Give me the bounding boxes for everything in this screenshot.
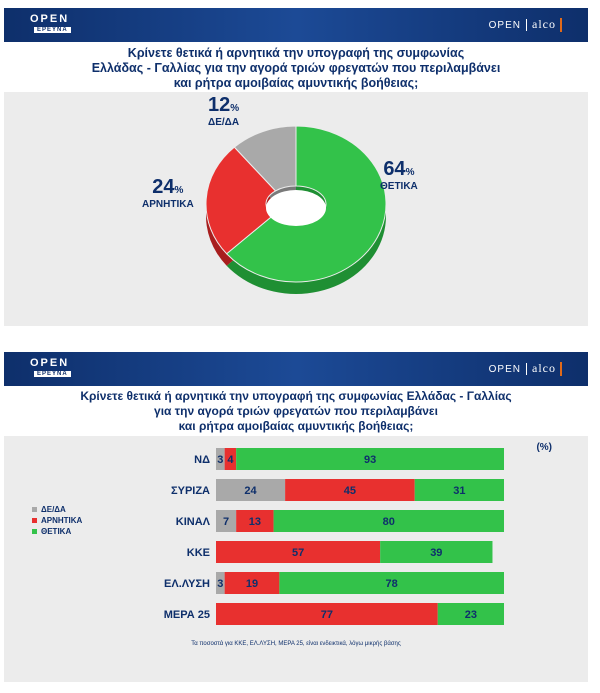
open-logo-sub: ΕΡΕΥΝΑ (34, 371, 71, 377)
pie-category: ΑΡΝΗΤΙΚΑ (142, 199, 194, 210)
legend-label: ΔΕ/ΔΑ (41, 505, 66, 514)
open-logo: OPEN (30, 357, 70, 369)
partner-logos: OPEN alco (488, 361, 562, 377)
bar-value-label: 19 (246, 578, 258, 590)
donut-slice (233, 125, 297, 192)
bar-segment (224, 572, 280, 594)
bar-segment (285, 479, 415, 501)
bar-segment (216, 510, 237, 532)
bar-value-label: 31 (453, 485, 465, 497)
bar-value-label: 3 (217, 578, 223, 590)
question-line: και ρήτρα αμοιβαίας αμυντικής βοήθειας; (178, 419, 414, 433)
question-line: Ελλάδας - Γαλλίας για την αγορά τριών φρ… (91, 61, 501, 75)
bar-value-label: 7 (223, 516, 229, 528)
bar-segment (216, 572, 225, 594)
open-logo: OPEN (30, 13, 70, 25)
open-logo-sub: ΕΡΕΥΝΑ (34, 27, 71, 33)
pie-label-dede: 12% ΔΕ/ΔΑ (208, 94, 239, 128)
donut-chart (205, 125, 387, 294)
percent-sign: % (230, 103, 240, 114)
legend-swatch (32, 518, 37, 524)
legend-item: ΑΡΝΗΤΙΚΑ (32, 515, 82, 526)
bar-segment (216, 479, 286, 501)
category-label: ΕΛ.ΛΥΣΗ (164, 578, 210, 590)
bar-value-label: 93 (364, 454, 376, 466)
bar-chart-panel: OPEN ΕΡΕΥΝΑ OPEN alco Κρίνετε θετικά ή αρ… (4, 352, 588, 682)
bar-segment (224, 448, 237, 470)
legend-label: ΘΕΤΙΚΑ (41, 527, 72, 536)
bar-value-label: 13 (249, 516, 261, 528)
category-label: ΜΕΡΑ 25 (164, 609, 210, 621)
bar-value-label: 23 (465, 609, 477, 621)
question-text: Κρίνετε θετικά ή αρνητικά την υπογραφή τ… (4, 42, 588, 92)
bar-value-label: 78 (386, 578, 398, 590)
bar-value-label: 39 (430, 547, 442, 559)
category-label: ΚΚΕ (187, 547, 210, 559)
bar-segment (216, 603, 438, 625)
legend-swatch (32, 529, 37, 535)
category-label: ΚΙΝΑΛ (176, 516, 211, 528)
pie-category: ΘΕΤΙΚΑ (380, 181, 418, 192)
bar-value-label: 57 (292, 547, 304, 559)
pie-value: 12 (208, 94, 231, 116)
bar-value-label: 80 (383, 516, 395, 528)
bar-segment (437, 603, 504, 625)
bar-segment (216, 448, 225, 470)
question-line: Κρίνετε θετικά ή αρνητικά την υπογραφή τ… (80, 389, 512, 403)
bar-value-label: 24 (244, 485, 257, 497)
legend-label: ΑΡΝΗΤΙΚΑ (41, 516, 83, 525)
pie-chart-panel: OPEN ΕΡΕΥΝΑ OPEN alco Κρίνετε θετικά ή αρ… (4, 8, 588, 326)
alco-logo: alco (532, 17, 556, 31)
legend-item: ΔΕ/ΔΑ (32, 504, 82, 515)
alco-logo: alco (532, 361, 556, 375)
bar-segment (236, 448, 504, 470)
question-line: Κρίνετε θετικά ή αρνητικά την υπογραφή τ… (127, 46, 465, 60)
category-label: ΣΥΡΙΖΑ (171, 485, 210, 497)
bar-segment (273, 510, 504, 532)
percent-sign: % (405, 167, 415, 178)
bar-value-label: 4 (227, 454, 234, 466)
donut-hole (266, 190, 326, 226)
partner-logos: OPEN alco (488, 17, 562, 33)
footnote: Τα ποσοστά για ΚΚΕ, ΕΛ.ΛΥΣΗ, ΜΕΡΑ 25, εί… (191, 641, 401, 647)
open-logo-right: OPEN (488, 20, 521, 31)
percent-sign: % (174, 185, 184, 196)
legend-swatch (32, 507, 37, 513)
open-logo-right: OPEN (488, 364, 521, 375)
question-line: για την αγορά τριών φρεγατών που περιλαμ… (154, 404, 438, 418)
bar-value-label: 3 (217, 454, 223, 466)
bar-segment (279, 572, 504, 594)
unit-label: (%) (536, 442, 552, 453)
bar-value-label: 45 (344, 485, 356, 497)
pie-value: 24 (152, 176, 175, 198)
bar-segment (236, 510, 274, 532)
bar-segment (414, 479, 504, 501)
question-line: και ρήτρα αμοιβαίας αμυντικής βοήθειας; (173, 76, 419, 90)
bar-segment (380, 541, 493, 563)
pie-label-positive: 64% ΘΕΤΙΚΑ (380, 158, 418, 192)
bar-segment (216, 541, 381, 563)
legend: ΔΕ/ΔΑ ΑΡΝΗΤΙΚΑ ΘΕΤΙΚΑ (32, 504, 82, 537)
pie-value: 64 (383, 158, 406, 180)
bar-value-label: 77 (321, 609, 333, 621)
pie-label-negative: 24% ΑΡΝΗΤΙΚΑ (142, 176, 194, 210)
legend-item: ΘΕΤΙΚΑ (32, 526, 82, 537)
header-bar: OPEN ΕΡΕΥΝΑ OPEN alco (4, 352, 588, 386)
header-bar: OPEN ΕΡΕΥΝΑ OPEN alco (4, 8, 588, 42)
category-label: ΝΔ (194, 454, 210, 466)
question-text: Κρίνετε θετικά ή αρνητικά την υπογραφή τ… (4, 386, 588, 436)
donut-slice (225, 125, 387, 283)
pie-category: ΔΕ/ΔΑ (208, 117, 240, 128)
